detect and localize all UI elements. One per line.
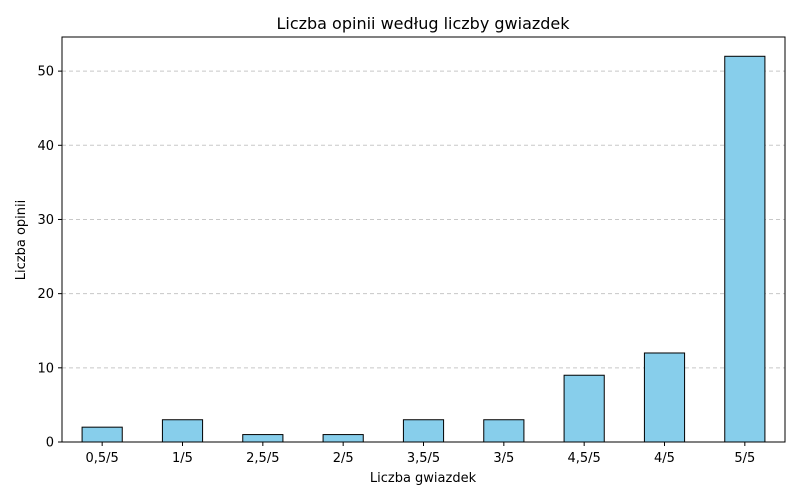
chart-title: Liczba opinii według liczby gwiazdek [276,14,570,33]
y-tick-label: 20 [37,287,54,302]
y-ticks-layer: 0 10 20 30 40 50 [37,65,62,451]
y-tick-label: 0 [46,436,54,451]
bar-5/5 [724,55,766,443]
x-tick-label: 2/5 [333,451,354,466]
y-tick-label: 40 [37,139,54,154]
x-tick-label: 2,5/5 [246,451,279,466]
x-tick-label: 4/5 [654,451,675,466]
bar-3/5 [483,419,525,443]
bar-2,5/5 [242,434,284,443]
x-tick-label: 0,5/5 [86,451,119,466]
x-axis-label: Liczba gwiazdek [370,471,477,486]
bar-2/5 [322,434,364,443]
x-tick-label: 4,5/5 [568,451,601,466]
y-axis-label: Liczba opinii [14,200,29,280]
x-ticks-layer: 0,5/5 1/5 2,5/5 2/5 3,5/5 3/5 4,5/5 4/5 5/5 [86,442,755,466]
x-tick-label: 3,5/5 [407,451,440,466]
x-tick-label: 1/5 [172,451,193,466]
x-tick-label: 3/5 [493,451,514,466]
bar-4/5 [643,352,686,443]
bars-layer [81,55,766,443]
bar-4,5/5 [563,374,605,443]
y-tick-label: 10 [37,361,54,376]
y-tick-label: 30 [37,213,54,228]
grid-layer [62,70,785,369]
bar-0,5/5 [81,426,123,443]
bar-1/5 [161,419,204,443]
x-tick-label: 5/5 [734,451,755,466]
bar-3,5/5 [402,419,445,443]
y-tick-label: 50 [37,65,54,80]
